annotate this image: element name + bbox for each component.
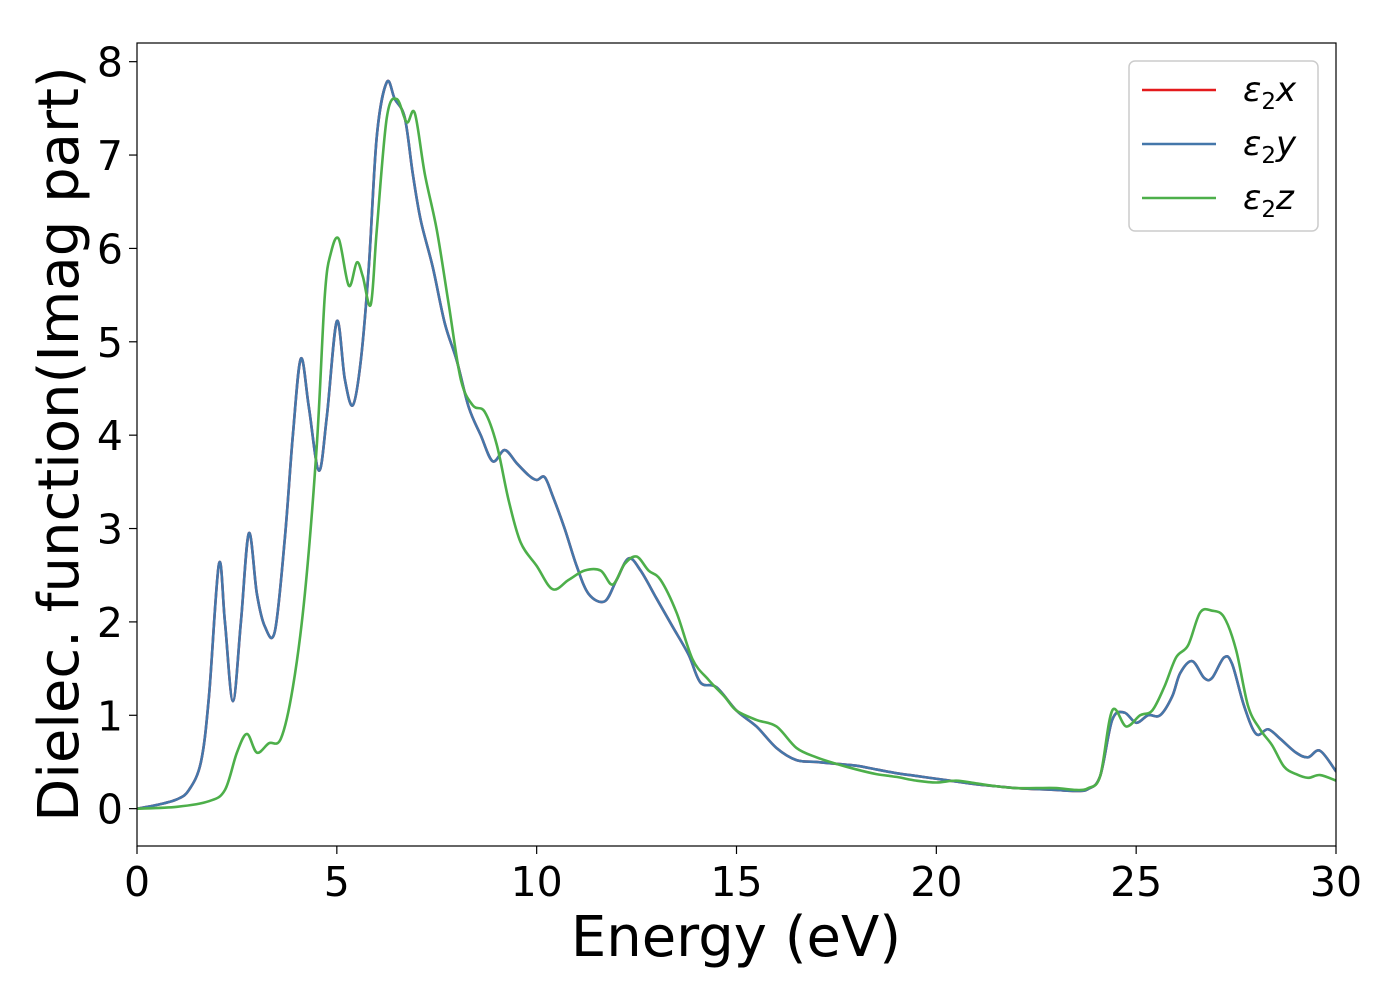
y-tick-label: 2: [97, 599, 123, 647]
legend-box: [1128, 60, 1319, 232]
y-tick-label: 7: [97, 132, 123, 180]
legend-label-y: ε2y: [1243, 124, 1297, 169]
series-line-y: [137, 79, 1336, 810]
legend-label-z: ε2z: [1243, 178, 1295, 223]
x-tick-label: 0: [124, 858, 150, 906]
y-tick-label: 8: [97, 39, 123, 87]
y-tick-label: 4: [97, 412, 123, 460]
x-tick-label: 10: [511, 858, 563, 906]
x-axis: 0 5 10 15 20 25 30: [124, 846, 1362, 906]
series-line-z: [137, 97, 1336, 810]
x-tick-label: 30: [1310, 858, 1362, 906]
y-tick-label: 5: [97, 319, 123, 367]
x-tick-label: 25: [1110, 858, 1162, 906]
x-axis-title: Energy (eV): [571, 905, 901, 970]
y-tick-label: 1: [97, 692, 123, 740]
y-tick-label: 6: [97, 225, 123, 273]
legend-label-x: ε2x: [1243, 70, 1297, 115]
y-axis-title: Dielec. function(Imag part): [27, 66, 92, 822]
x-tick-label: 5: [324, 858, 350, 906]
y-tick-label: 3: [97, 506, 123, 554]
x-tick-label: 20: [910, 858, 962, 906]
x-tick-label: 15: [710, 858, 762, 906]
legend: ε2x ε2y ε2z: [1128, 60, 1319, 232]
y-axis: 0 1 2 3 4 5 6 7 8: [97, 39, 137, 834]
y-tick-label: 0: [97, 786, 123, 834]
series-layer: [137, 79, 1336, 810]
